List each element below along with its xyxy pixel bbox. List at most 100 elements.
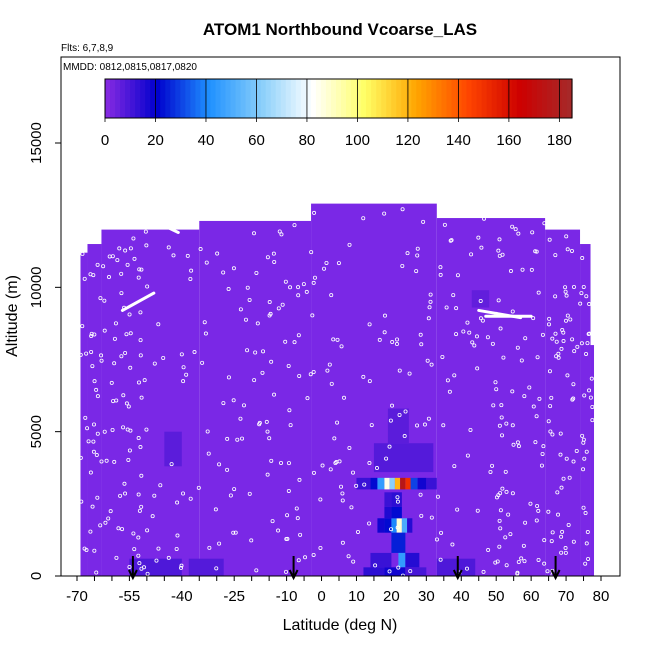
sample-point — [283, 279, 288, 284]
sample-point — [481, 569, 486, 574]
sample-point — [117, 246, 122, 251]
data-cell — [400, 477, 406, 490]
sample-point — [185, 253, 190, 258]
sample-point — [292, 340, 297, 345]
sample-point — [560, 328, 565, 333]
colorbar-tick-label: 140 — [446, 132, 471, 149]
sample-point — [499, 415, 504, 420]
sample-point — [565, 373, 570, 378]
sample-point — [272, 392, 277, 397]
sample-point — [531, 316, 536, 321]
sample-point — [506, 512, 511, 517]
sample-point — [301, 282, 306, 287]
sample-point — [559, 485, 564, 490]
sample-point — [448, 238, 453, 243]
sample-point — [272, 259, 277, 264]
sample-point — [79, 499, 84, 504]
colorbar-segment — [220, 79, 227, 118]
sample-point — [101, 264, 106, 269]
sample-point — [297, 373, 302, 378]
colorbar-segment — [441, 79, 448, 118]
colorbar-segment — [426, 79, 432, 118]
sample-point — [563, 550, 568, 555]
sample-point — [342, 395, 347, 400]
sample-point — [312, 275, 317, 280]
sample-point — [108, 509, 113, 514]
data-cell — [363, 567, 385, 576]
sample-point — [254, 270, 259, 275]
colorbar-segment — [305, 79, 312, 118]
sample-point — [565, 313, 570, 318]
sample-point — [296, 293, 301, 298]
sample-point — [198, 247, 203, 252]
sample-point — [235, 437, 240, 442]
colorbar-segment — [150, 79, 156, 118]
data-cell — [391, 518, 397, 533]
sample-point — [327, 362, 332, 367]
colorbar-segment — [310, 79, 317, 118]
sample-point — [335, 420, 340, 425]
sample-point — [143, 229, 148, 234]
colorbar-segment — [396, 79, 402, 118]
sample-point — [587, 331, 592, 336]
sample-point — [461, 329, 466, 334]
data-cell — [398, 552, 406, 568]
data-cell — [311, 203, 437, 576]
sample-point — [522, 559, 527, 564]
sample-point — [510, 491, 515, 496]
colorbar-segment — [526, 79, 533, 118]
sample-point — [493, 380, 498, 385]
sample-point — [245, 285, 250, 290]
data-cell — [377, 477, 385, 490]
data-cell — [389, 477, 395, 490]
sample-point — [555, 490, 560, 495]
sample-point — [346, 554, 351, 559]
sample-point — [136, 436, 141, 441]
colorbar-segment — [245, 79, 252, 118]
sample-point — [89, 331, 94, 336]
sample-point — [510, 309, 515, 314]
colorbar-segment — [165, 79, 171, 118]
sample-point — [82, 276, 87, 281]
sample-point — [388, 418, 393, 423]
data-cell — [384, 477, 390, 490]
colorbar-segment — [270, 79, 277, 118]
sample-point — [583, 511, 588, 516]
colorbar-segment — [325, 79, 332, 118]
data-cell — [164, 431, 182, 467]
colorbar-segment — [496, 79, 503, 118]
sample-point — [511, 442, 516, 447]
sample-point — [226, 287, 231, 292]
colorbar-tick-label: 60 — [248, 132, 265, 149]
sample-point — [442, 222, 447, 227]
colorbar-segment — [546, 79, 553, 118]
sample-point — [124, 401, 129, 406]
sample-point — [126, 404, 131, 409]
sample-point — [542, 221, 547, 226]
sample-point — [296, 285, 301, 290]
sample-point — [328, 467, 333, 472]
sample-point — [429, 362, 434, 367]
sample-point — [347, 445, 352, 450]
sample-point — [99, 459, 104, 464]
sample-point — [88, 529, 93, 534]
sample-point — [445, 378, 450, 383]
sample-point — [529, 267, 534, 272]
sample-point — [503, 469, 508, 474]
sample-point — [546, 322, 551, 327]
sample-point — [570, 337, 575, 342]
sample-point — [478, 316, 483, 321]
data-cell — [101, 229, 200, 576]
sample-point — [400, 264, 405, 269]
sample-point — [567, 475, 572, 480]
sample-point — [228, 493, 233, 498]
sample-point — [94, 570, 99, 575]
sample-point — [136, 492, 141, 497]
sample-point — [94, 453, 99, 458]
sample-point — [564, 293, 569, 298]
sample-point — [127, 448, 132, 453]
colorbar-segment — [290, 79, 297, 118]
sample-point — [92, 548, 97, 553]
sample-point — [497, 423, 502, 428]
sample-point — [508, 269, 513, 274]
